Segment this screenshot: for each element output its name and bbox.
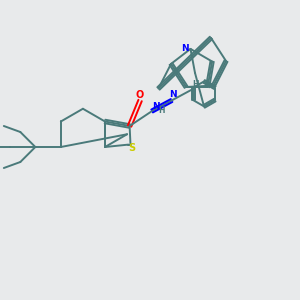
Text: S: S — [128, 143, 136, 153]
Text: O: O — [136, 89, 144, 100]
Text: H: H — [192, 80, 199, 89]
Text: N: N — [181, 44, 189, 53]
Text: N: N — [152, 102, 160, 111]
Text: N: N — [169, 90, 177, 99]
Text: H: H — [158, 106, 165, 115]
